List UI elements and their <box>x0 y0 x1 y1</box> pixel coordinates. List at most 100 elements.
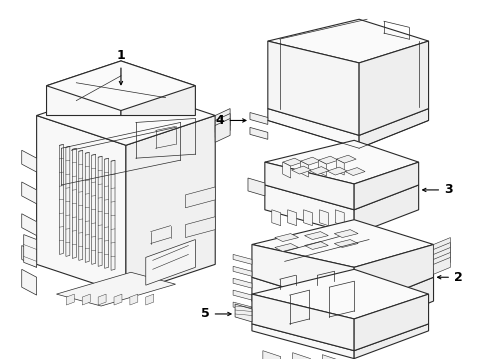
Polygon shape <box>433 257 449 274</box>
Polygon shape <box>433 243 449 260</box>
Polygon shape <box>92 154 96 264</box>
Polygon shape <box>318 160 325 176</box>
Text: 5: 5 <box>201 307 231 320</box>
Polygon shape <box>251 324 353 359</box>
Polygon shape <box>433 238 449 255</box>
Polygon shape <box>21 269 37 295</box>
Polygon shape <box>56 272 175 306</box>
Polygon shape <box>233 266 251 276</box>
Polygon shape <box>322 355 340 360</box>
Polygon shape <box>233 290 251 300</box>
Polygon shape <box>66 146 70 256</box>
Polygon shape <box>215 113 230 137</box>
Polygon shape <box>339 318 353 335</box>
Polygon shape <box>145 294 153 305</box>
Polygon shape <box>114 294 122 305</box>
Polygon shape <box>249 127 267 139</box>
Polygon shape <box>264 162 353 210</box>
Polygon shape <box>251 244 353 309</box>
Polygon shape <box>24 235 37 267</box>
Polygon shape <box>335 210 344 226</box>
Polygon shape <box>336 155 355 163</box>
Polygon shape <box>300 161 308 177</box>
Polygon shape <box>353 162 418 210</box>
Polygon shape <box>353 294 427 351</box>
Polygon shape <box>274 234 298 242</box>
Polygon shape <box>21 214 37 235</box>
Polygon shape <box>121 61 195 116</box>
Polygon shape <box>314 315 328 332</box>
Polygon shape <box>289 312 304 329</box>
Polygon shape <box>251 220 433 267</box>
Polygon shape <box>21 182 37 204</box>
Polygon shape <box>247 178 264 196</box>
Polygon shape <box>358 109 427 148</box>
Text: 4: 4 <box>215 114 245 127</box>
Polygon shape <box>263 351 280 360</box>
Polygon shape <box>21 150 37 172</box>
Polygon shape <box>326 167 346 175</box>
Polygon shape <box>46 61 195 111</box>
Polygon shape <box>111 160 115 270</box>
Polygon shape <box>433 247 449 264</box>
Polygon shape <box>318 156 338 164</box>
Polygon shape <box>233 302 251 312</box>
Polygon shape <box>309 167 328 175</box>
Polygon shape <box>267 41 358 135</box>
Polygon shape <box>287 210 296 226</box>
Polygon shape <box>274 243 298 251</box>
Polygon shape <box>249 113 267 125</box>
Polygon shape <box>300 157 320 165</box>
Polygon shape <box>353 244 433 309</box>
Polygon shape <box>353 277 433 334</box>
Polygon shape <box>60 144 63 255</box>
Polygon shape <box>126 116 215 294</box>
Polygon shape <box>303 210 312 226</box>
Polygon shape <box>291 166 311 174</box>
Polygon shape <box>271 210 280 226</box>
Polygon shape <box>215 118 230 142</box>
Polygon shape <box>233 278 251 288</box>
Polygon shape <box>251 294 353 351</box>
Polygon shape <box>336 159 344 175</box>
Polygon shape <box>82 294 90 305</box>
Polygon shape <box>264 185 353 235</box>
Polygon shape <box>433 252 449 269</box>
Polygon shape <box>292 353 310 360</box>
Polygon shape <box>130 294 138 305</box>
Polygon shape <box>304 242 327 249</box>
Polygon shape <box>251 269 427 319</box>
Polygon shape <box>334 239 357 247</box>
Polygon shape <box>215 109 230 132</box>
Polygon shape <box>264 140 418 184</box>
Polygon shape <box>267 109 358 148</box>
Polygon shape <box>267 19 427 63</box>
Text: 2: 2 <box>437 271 462 284</box>
Polygon shape <box>185 217 215 238</box>
Polygon shape <box>235 304 251 322</box>
Polygon shape <box>46 61 121 116</box>
Polygon shape <box>353 324 427 359</box>
Polygon shape <box>319 210 327 226</box>
Polygon shape <box>264 309 279 326</box>
Polygon shape <box>104 158 108 268</box>
Polygon shape <box>304 231 327 239</box>
Polygon shape <box>145 239 195 285</box>
Polygon shape <box>72 148 76 258</box>
Polygon shape <box>37 116 126 294</box>
Polygon shape <box>282 162 290 178</box>
Polygon shape <box>358 41 427 135</box>
Polygon shape <box>233 255 251 264</box>
Polygon shape <box>85 152 89 262</box>
Polygon shape <box>21 246 37 267</box>
Polygon shape <box>79 150 82 260</box>
Polygon shape <box>37 86 215 145</box>
Polygon shape <box>251 277 353 334</box>
Polygon shape <box>185 187 215 208</box>
Polygon shape <box>334 230 357 238</box>
Polygon shape <box>353 185 418 235</box>
Polygon shape <box>345 168 365 176</box>
Polygon shape <box>98 294 106 305</box>
Polygon shape <box>282 158 302 166</box>
Text: 1: 1 <box>116 49 125 85</box>
